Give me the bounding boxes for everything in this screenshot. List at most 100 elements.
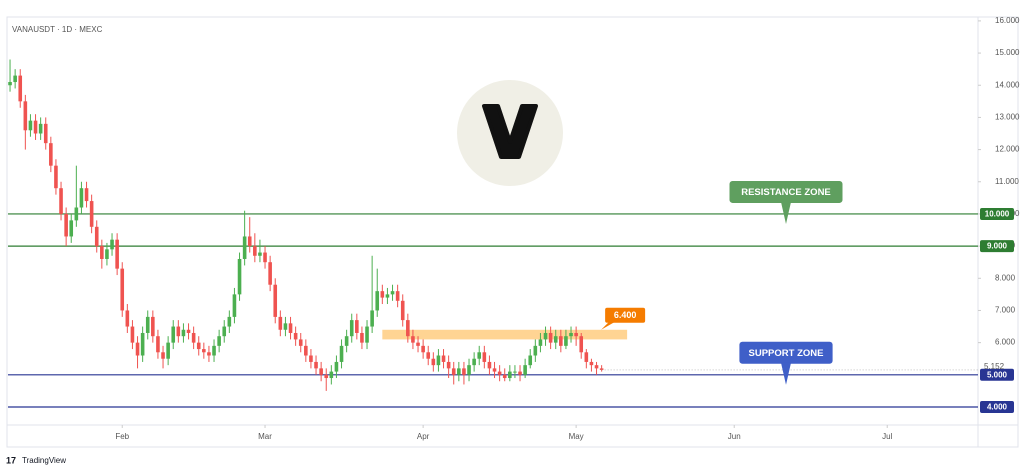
candle-body xyxy=(574,332,578,337)
x-tick-label: May xyxy=(569,432,584,441)
x-tick-label: Mar xyxy=(258,432,272,441)
candle-body xyxy=(191,332,196,343)
y-tick-label: 6.000 xyxy=(995,338,1016,347)
candle-body xyxy=(324,374,329,379)
candle-body xyxy=(451,368,456,375)
zone-label-pointer xyxy=(601,321,616,330)
candle-body xyxy=(497,371,502,375)
candle-body xyxy=(339,345,344,362)
candle-body xyxy=(161,352,165,359)
candle-body xyxy=(105,249,109,259)
y-tick-label: 11.000 xyxy=(995,177,1019,186)
candle-body xyxy=(145,316,150,333)
candle-body xyxy=(314,361,318,369)
candle-body xyxy=(492,368,497,372)
candle-body xyxy=(23,101,28,131)
candle-body xyxy=(242,236,247,259)
candle-body xyxy=(344,336,349,346)
candle-body xyxy=(151,316,155,337)
level-label: 4.000 xyxy=(987,403,1008,412)
level-label-box xyxy=(980,240,1014,253)
candle-body xyxy=(100,246,104,259)
candle-body xyxy=(508,371,512,379)
candle-body xyxy=(171,326,176,343)
tv-mark: 17 xyxy=(6,455,16,465)
annotation-pointer xyxy=(781,362,791,385)
candle-body xyxy=(156,336,160,353)
candle-body xyxy=(293,332,298,340)
candle-body xyxy=(365,326,369,343)
candle-body xyxy=(355,320,359,333)
chart-title: VANAUSDT · 1D · MEXC xyxy=(12,25,103,34)
candle-body xyxy=(584,352,589,362)
annotation-box xyxy=(729,180,843,203)
candle-body xyxy=(59,188,63,214)
annotation-text: SUPPORT ZONE xyxy=(749,348,824,359)
candle-body xyxy=(416,342,420,346)
candle-body xyxy=(467,365,471,375)
candle-body xyxy=(227,316,232,327)
y-tick-label: 8.000 xyxy=(995,273,1016,282)
candle-body xyxy=(589,361,594,366)
candle-body xyxy=(202,349,206,353)
candle-body xyxy=(441,355,446,362)
candle-body xyxy=(135,342,140,356)
candle-body xyxy=(38,123,43,134)
candle-body xyxy=(84,188,89,202)
candle-body xyxy=(13,75,17,83)
logo xyxy=(457,80,563,186)
x-tick-label: Jul xyxy=(882,432,892,441)
annotation-pointer xyxy=(781,201,791,224)
candle-body xyxy=(309,355,313,362)
candle-body xyxy=(304,345,308,356)
candle-body xyxy=(94,226,99,247)
zone-label: 6.400 xyxy=(614,310,637,320)
candle-body xyxy=(247,236,252,247)
candle-body xyxy=(400,300,405,321)
level-label: 5.000 xyxy=(987,370,1008,379)
y-tick-label: 13.000 xyxy=(995,113,1020,122)
annotation-text: RESISTANCE ZONE xyxy=(741,187,831,198)
logo-mark xyxy=(482,104,538,159)
candle-body xyxy=(278,316,283,330)
candle-body xyxy=(329,371,334,379)
candle-body xyxy=(390,291,395,295)
candle-body xyxy=(482,352,487,362)
candle-body xyxy=(176,326,181,337)
candle-body xyxy=(594,365,599,369)
candle-body xyxy=(110,239,114,250)
candle-body xyxy=(375,291,380,311)
candle-body xyxy=(564,336,568,346)
candle-body xyxy=(385,294,390,298)
candle-body xyxy=(115,239,119,269)
candle-body xyxy=(395,291,400,301)
candle-body xyxy=(268,262,272,285)
candle-body xyxy=(253,246,257,256)
candle-body xyxy=(181,329,186,337)
x-tick-label: Jun xyxy=(728,432,741,441)
footer-logo: 17 TradingView xyxy=(6,455,66,465)
y-tick-label: 7.000 xyxy=(995,306,1016,315)
candle-body xyxy=(217,336,221,346)
candle-body xyxy=(579,336,584,353)
candle-body xyxy=(232,294,237,317)
y-tick-label: 14.000 xyxy=(995,80,1020,89)
candle-body xyxy=(18,75,23,102)
candle-body xyxy=(599,368,604,370)
y-tick-label: 15.000 xyxy=(995,48,1020,57)
candle-body xyxy=(263,252,267,263)
candle-body xyxy=(431,358,436,366)
candle-body xyxy=(462,368,466,375)
candle-body xyxy=(457,368,461,375)
candle-body xyxy=(186,329,191,333)
candle-body xyxy=(513,371,517,373)
candle-body xyxy=(370,310,374,327)
candle-body xyxy=(360,332,364,343)
candle-body xyxy=(528,355,533,366)
logo-circle xyxy=(457,80,563,186)
y-tick-label: 12.000 xyxy=(995,145,1020,154)
y-tick-label: 16.000 xyxy=(995,16,1020,25)
candle-body xyxy=(518,371,522,375)
candle-body xyxy=(502,374,507,379)
candle-body xyxy=(222,326,227,337)
